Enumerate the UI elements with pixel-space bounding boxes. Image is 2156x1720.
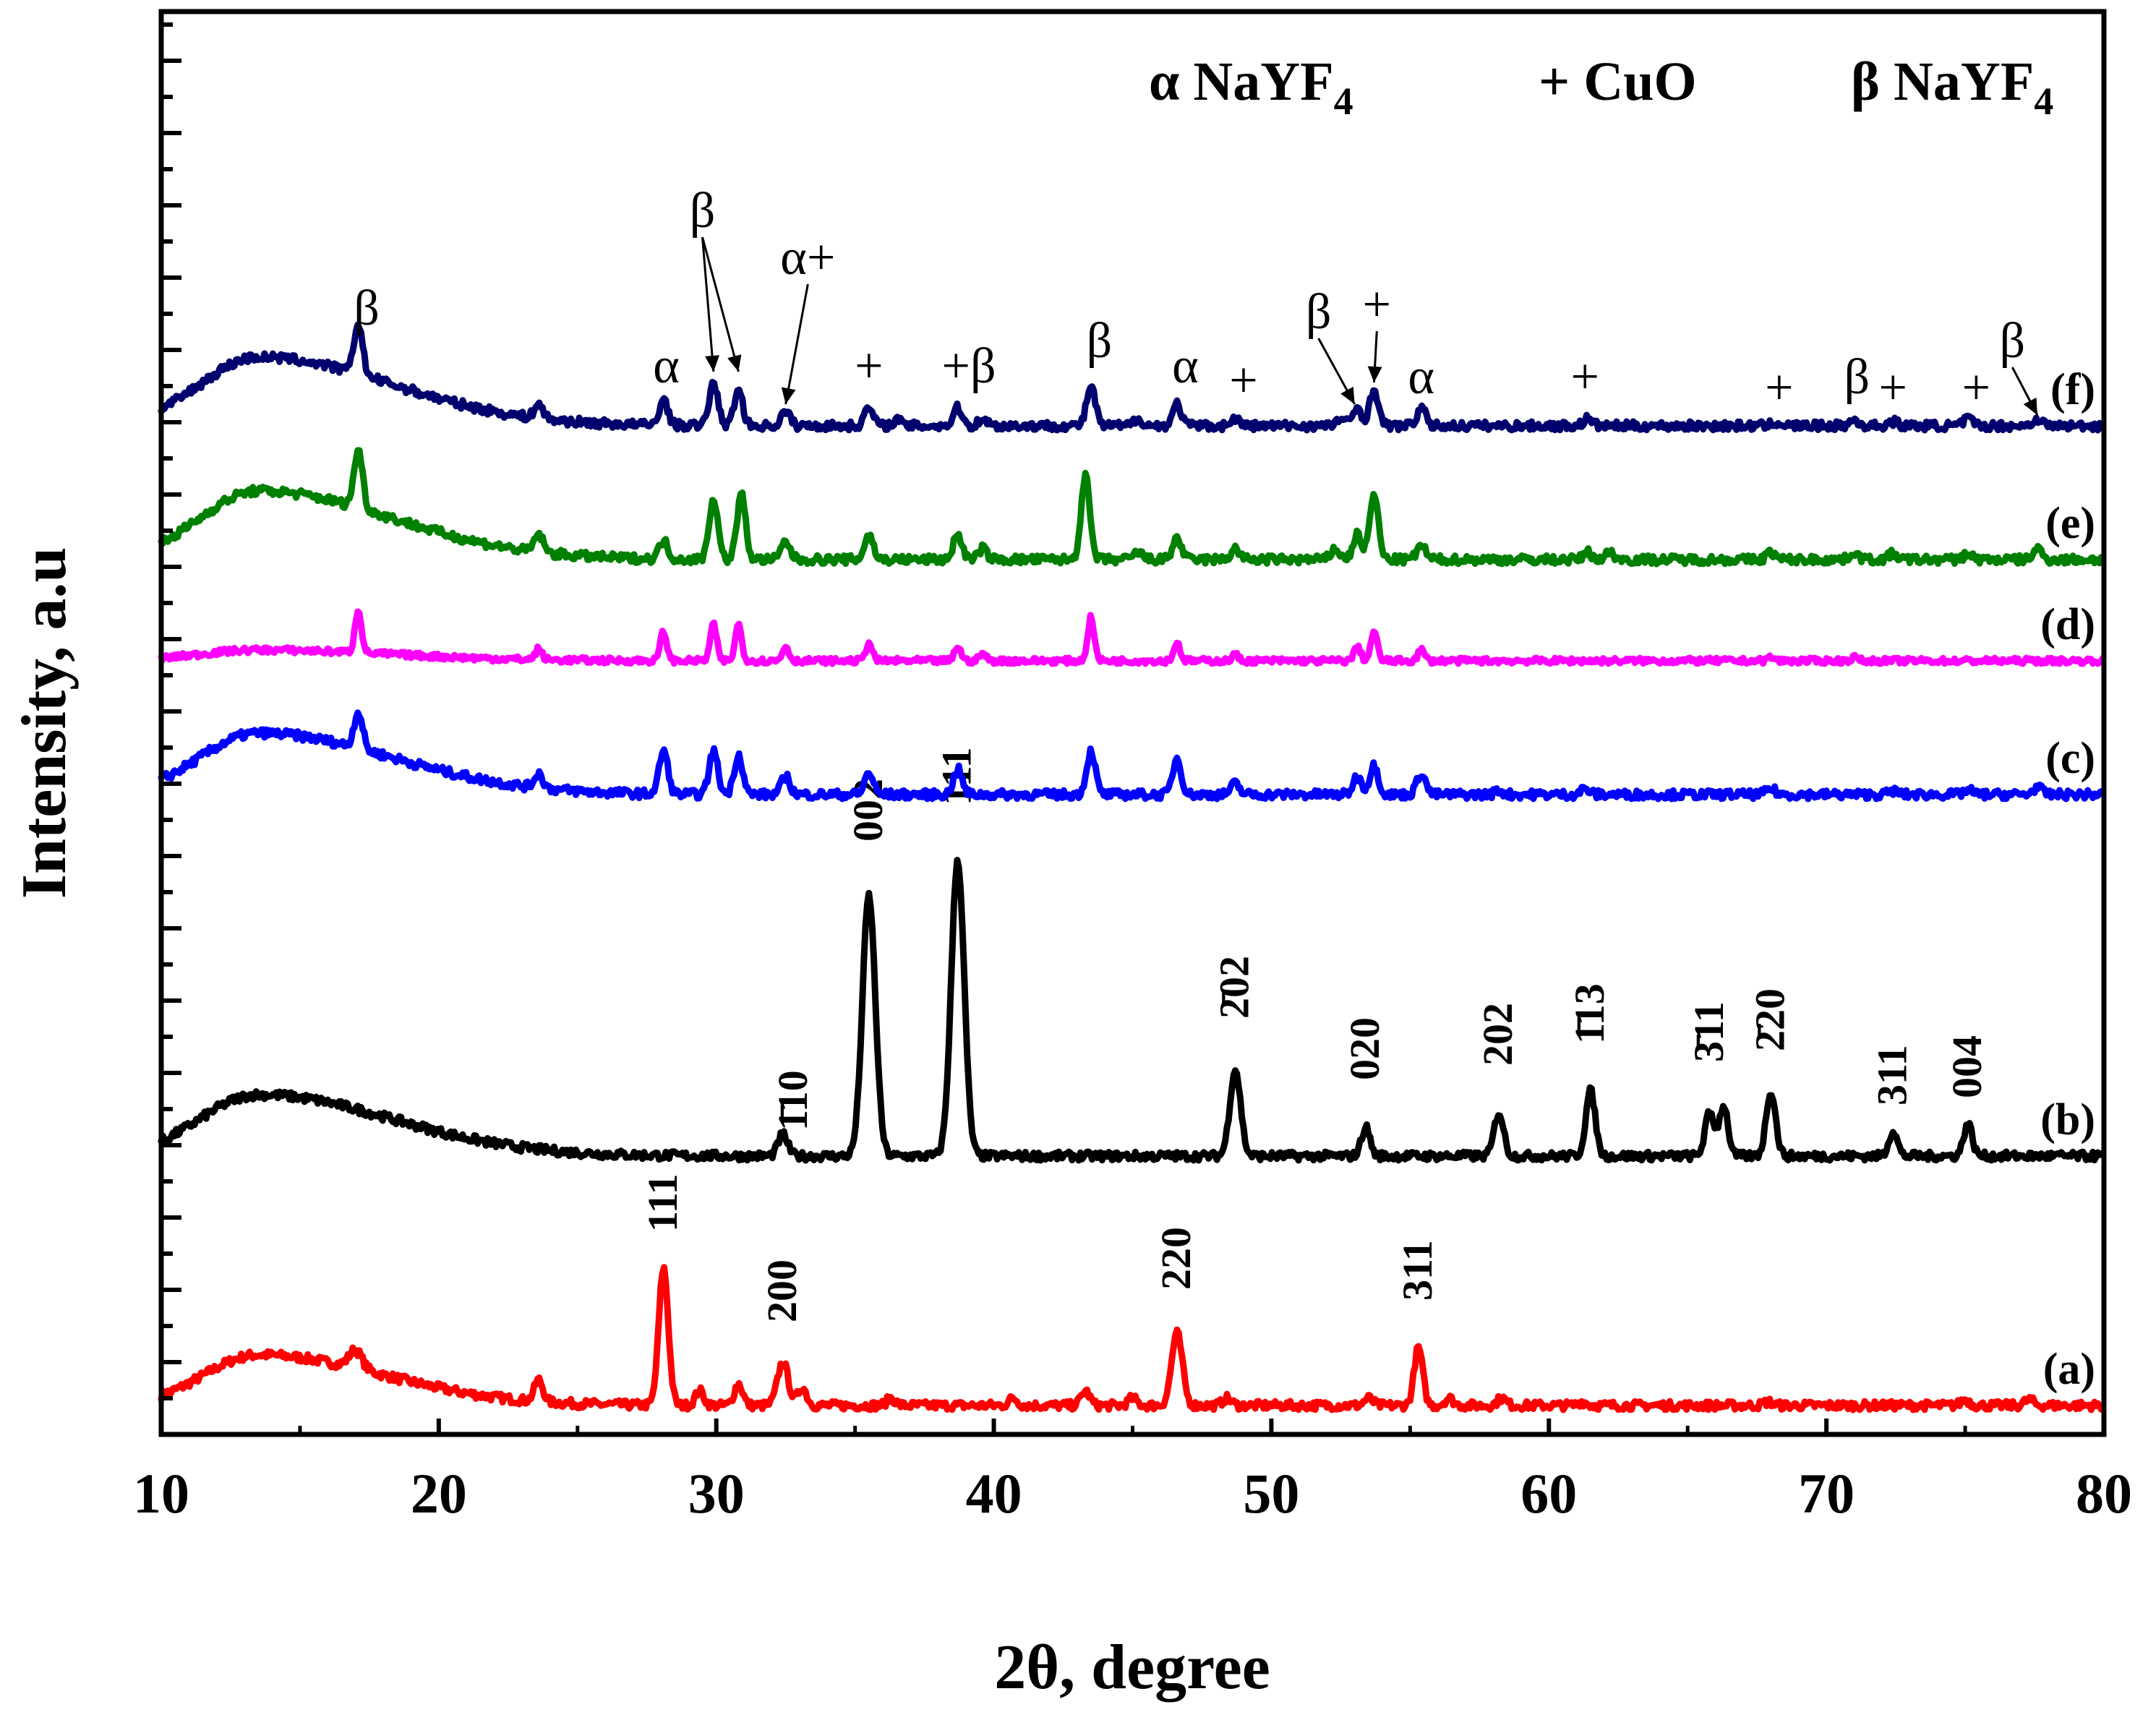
hkl-label: 004 bbox=[1943, 1035, 1990, 1098]
phase-label: α bbox=[653, 338, 680, 394]
series-line bbox=[158, 857, 2106, 1164]
hkl-label: 020 bbox=[1341, 1017, 1388, 1080]
legend-alpha-sub: 4 bbox=[1334, 80, 1353, 123]
hkl-label: 220 bbox=[1152, 1227, 1199, 1290]
series-line bbox=[158, 321, 2106, 434]
annotation-arrowhead bbox=[1340, 386, 1355, 404]
x-tick-label: 60 bbox=[1520, 1462, 1577, 1525]
series-label: (c) bbox=[2045, 734, 2095, 783]
annotation-arrow bbox=[701, 236, 740, 372]
x-axis-label: 2θ, degree bbox=[994, 1633, 1270, 1703]
x-tick-label: 50 bbox=[1243, 1462, 1299, 1525]
plot-axes: 10 20 30 40 50 60 70 80 bbox=[133, 9, 2132, 1525]
hkl-label: 311 bbox=[1394, 1240, 1441, 1301]
annotation-arrow bbox=[701, 236, 715, 372]
annotation-arrowhead bbox=[705, 355, 719, 372]
phase-label: + bbox=[1229, 353, 1257, 408]
legend-alpha: α NaYF4 bbox=[1149, 51, 1353, 123]
y-axis-label: Intensity, a.u bbox=[9, 547, 80, 899]
series-line bbox=[158, 608, 2106, 667]
x-tick-label: 80 bbox=[2076, 1462, 2132, 1525]
arrow-phase-label: + bbox=[1363, 277, 1391, 333]
x-tick-label: 10 bbox=[133, 1462, 189, 1525]
annotation-arrowhead bbox=[2023, 397, 2037, 415]
legend-cuo-label: CuO bbox=[1583, 51, 1696, 112]
arrow-phase-label: β bbox=[2000, 313, 2026, 369]
legend-beta-label: NaYF bbox=[1894, 51, 2034, 112]
hkl-label: 200 bbox=[758, 1259, 805, 1322]
legend-beta: β NaYF4 bbox=[1851, 51, 2053, 123]
annotation-arrowhead bbox=[1367, 366, 1382, 382]
series-label: (d) bbox=[2040, 600, 2095, 649]
hkl-label: 1̄13 bbox=[1566, 983, 1613, 1044]
hkl-label: 202 bbox=[1474, 1003, 1521, 1066]
phase-label: + bbox=[1962, 360, 1990, 416]
x-tick-label: 20 bbox=[411, 1462, 467, 1525]
series-label: (f) bbox=[2050, 365, 2095, 414]
legend-cuo: + CuO bbox=[1539, 51, 1697, 112]
hkl-label: 111 bbox=[639, 1173, 686, 1232]
y-axis-ticks bbox=[161, 22, 181, 1400]
phase-label: α bbox=[1172, 338, 1199, 394]
x-tick-label: 40 bbox=[966, 1462, 1022, 1525]
phase-label: +β bbox=[941, 338, 996, 394]
legend-cuo-symbol: + bbox=[1539, 51, 1570, 112]
series-label: (a) bbox=[2043, 1345, 2095, 1394]
series-line bbox=[158, 447, 2106, 568]
series-label: (e) bbox=[2045, 499, 2095, 548]
annotation-layer: βα + +β β α + α + + β + +βα+β +β bbox=[354, 183, 2039, 416]
legend-beta-sub: 4 bbox=[2034, 80, 2053, 123]
arrow-phase-label: α+ bbox=[780, 230, 835, 286]
annotation-arrow bbox=[784, 283, 809, 405]
legend-alpha-symbol: α bbox=[1149, 51, 1179, 112]
series-line bbox=[158, 709, 2106, 803]
legend: α NaYF4 + CuO β NaYF4 bbox=[1149, 51, 2053, 123]
hkl-label: 1̄10 bbox=[769, 1070, 816, 1131]
x-tick-label: 30 bbox=[688, 1462, 745, 1525]
legend-alpha-label: NaYF bbox=[1193, 51, 1333, 112]
plot-frame bbox=[158, 9, 2107, 1437]
arrow-phase-label: β bbox=[1306, 284, 1332, 340]
x-axis-ticks: 10 20 30 40 50 60 70 80 bbox=[133, 1419, 2132, 1525]
hkl-label: 3̄11 bbox=[1685, 1001, 1732, 1062]
phase-label: + bbox=[855, 338, 883, 394]
hkl-label: 2̄02 bbox=[1211, 956, 1258, 1019]
hkl-label: 311 bbox=[1868, 1045, 1915, 1105]
annotation-arrowhead bbox=[781, 387, 796, 404]
annotation-arrowhead bbox=[727, 354, 742, 372]
series-label: (b) bbox=[2040, 1095, 2095, 1144]
legend-beta-symbol: β bbox=[1851, 51, 1880, 112]
arrow-phase-label: β bbox=[690, 183, 716, 239]
phase-label: + bbox=[1879, 360, 1907, 416]
phase-label: + bbox=[1765, 360, 1793, 416]
phase-label: β bbox=[1844, 349, 1870, 405]
phase-label: β bbox=[1087, 313, 1113, 369]
hkl-label: 2̄20 bbox=[1746, 988, 1793, 1051]
series-line bbox=[158, 1264, 2106, 1413]
phase-label: β bbox=[354, 281, 380, 336]
x-tick-label: 70 bbox=[1798, 1462, 1855, 1525]
phase-label: + bbox=[1570, 349, 1599, 405]
phase-label: α bbox=[1408, 349, 1434, 405]
